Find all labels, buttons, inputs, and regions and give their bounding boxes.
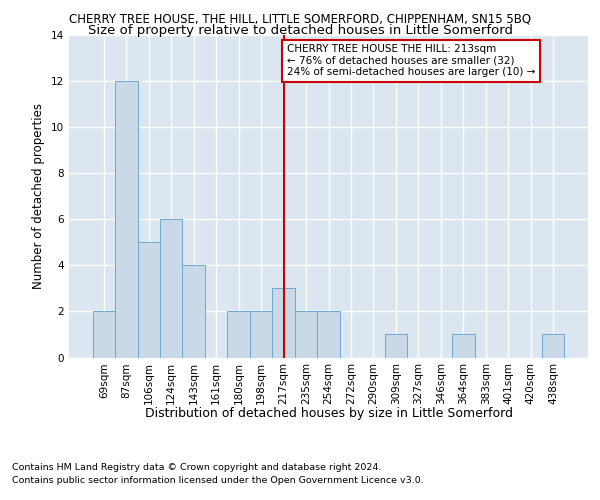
Text: Distribution of detached houses by size in Little Somerford: Distribution of detached houses by size … [145, 408, 513, 420]
Y-axis label: Number of detached properties: Number of detached properties [32, 104, 46, 289]
Bar [160, 220, 182, 358]
Bar [227, 312, 250, 358]
Bar [295, 312, 317, 358]
Bar [542, 334, 565, 357]
Text: Contains public sector information licensed under the Open Government Licence v3: Contains public sector information licen… [12, 476, 424, 485]
Text: CHERRY TREE HOUSE THE HILL: 213sqm
← 76% of detached houses are smaller (32)
24%: CHERRY TREE HOUSE THE HILL: 213sqm ← 76%… [287, 44, 535, 78]
Bar [272, 288, 295, 358]
Bar [92, 312, 115, 358]
Bar [250, 312, 272, 358]
Bar [137, 242, 160, 358]
Text: Size of property relative to detached houses in Little Somerford: Size of property relative to detached ho… [88, 24, 512, 37]
Bar [385, 334, 407, 357]
Text: CHERRY TREE HOUSE, THE HILL, LITTLE SOMERFORD, CHIPPENHAM, SN15 5BQ: CHERRY TREE HOUSE, THE HILL, LITTLE SOME… [69, 12, 531, 26]
Bar [182, 266, 205, 358]
Bar [317, 312, 340, 358]
Bar [452, 334, 475, 357]
Text: Contains HM Land Registry data © Crown copyright and database right 2024.: Contains HM Land Registry data © Crown c… [12, 464, 382, 472]
Bar [115, 81, 137, 357]
